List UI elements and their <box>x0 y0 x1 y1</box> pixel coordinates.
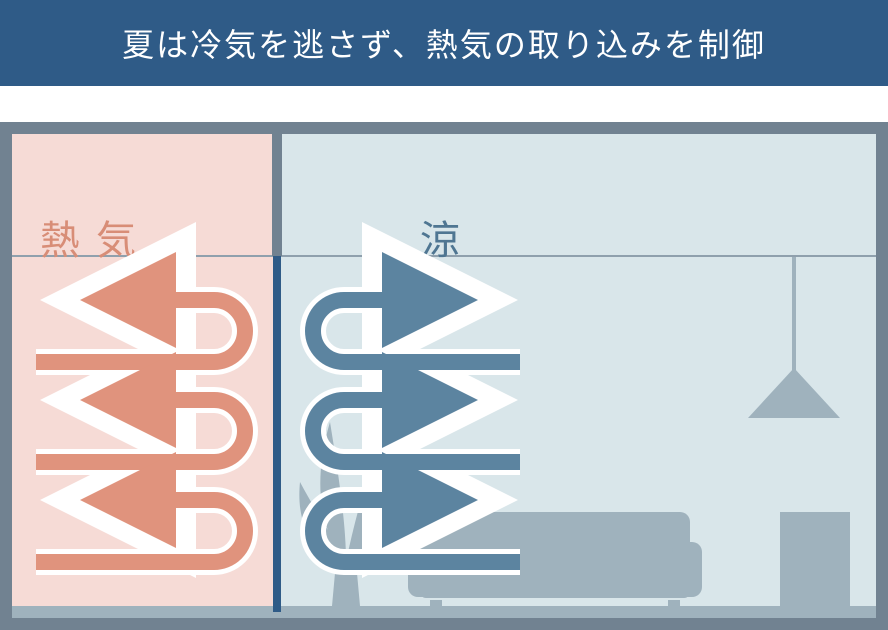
hot-arrows-top <box>36 300 245 562</box>
diagram: 熱気 涼 <box>0 122 888 630</box>
header-bar: 夏は冷気を逃さず、熱気の取り込みを制御 <box>0 0 888 86</box>
header-gap <box>0 86 888 122</box>
arrow-halos <box>36 300 520 562</box>
arrow-layer <box>0 122 888 630</box>
cool-arrows-top <box>313 300 520 562</box>
